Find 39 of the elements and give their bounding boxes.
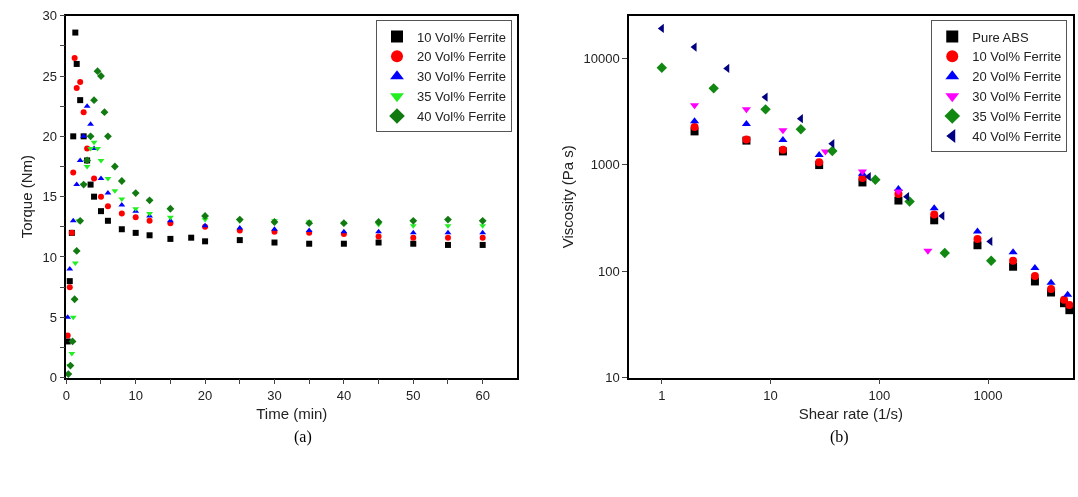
legend-label: 10 Vol% Ferrite	[972, 49, 1062, 65]
text: (b)	[830, 428, 849, 446]
y-tick-label: 1000	[590, 157, 620, 173]
legend-label: 35 Vol% Ferrite	[972, 109, 1062, 125]
legend-label: 20 Vol% Ferrite	[972, 69, 1062, 85]
legend-label: 30 Vol% Ferrite	[972, 89, 1062, 105]
y-tick-label: 15	[42, 189, 57, 205]
legend-label: 40 Vol% Ferrite	[972, 129, 1062, 145]
x-tick-label: 1000	[973, 388, 1003, 404]
y-axis-title: Torque (Nm)	[18, 154, 36, 239]
x-tick-label: 60	[475, 388, 490, 404]
y-axis-title: Viscosity (Pa s)	[559, 145, 577, 249]
y-tick-label: 10	[605, 370, 620, 386]
y-tick-label: 20	[42, 128, 57, 144]
legend-label: 35 Vol% Ferrite	[417, 89, 506, 105]
x-tick-label: 40	[336, 388, 352, 404]
y-tick-label: 25	[42, 68, 57, 84]
y-tick-label: 5	[49, 309, 57, 325]
legend-label: Pure ABS	[972, 29, 1029, 45]
x-tick-label: 0	[62, 388, 70, 404]
x-tick-label: 10	[128, 388, 143, 404]
y-tick-label: 30	[42, 8, 57, 24]
y-tick-label: 10000	[583, 50, 620, 66]
x-tick-label: 20	[197, 388, 213, 404]
x-tick-label: 1	[658, 388, 666, 404]
y-tick-label: 0	[49, 370, 57, 386]
y-tick-label: 100	[598, 263, 620, 279]
x-tick-label: 100	[868, 388, 891, 404]
legend-label: 20 Vol% Ferrite	[417, 49, 506, 65]
y-tick-label: 10	[42, 249, 57, 265]
legend-label: 10 Vol% Ferrite	[417, 29, 506, 45]
x-tick-label: 50	[406, 388, 421, 404]
x-axis-title: Time (min)	[256, 404, 328, 422]
legend-label: 30 Vol% Ferrite	[417, 69, 506, 85]
legend-label: 40 Vol% Ferrite	[417, 109, 506, 125]
x-axis-title: Shear rate (1/s)	[798, 404, 903, 422]
x-tick-label: 10	[763, 388, 778, 404]
x-tick-label: 30	[267, 388, 282, 404]
text: (a)	[294, 428, 312, 446]
